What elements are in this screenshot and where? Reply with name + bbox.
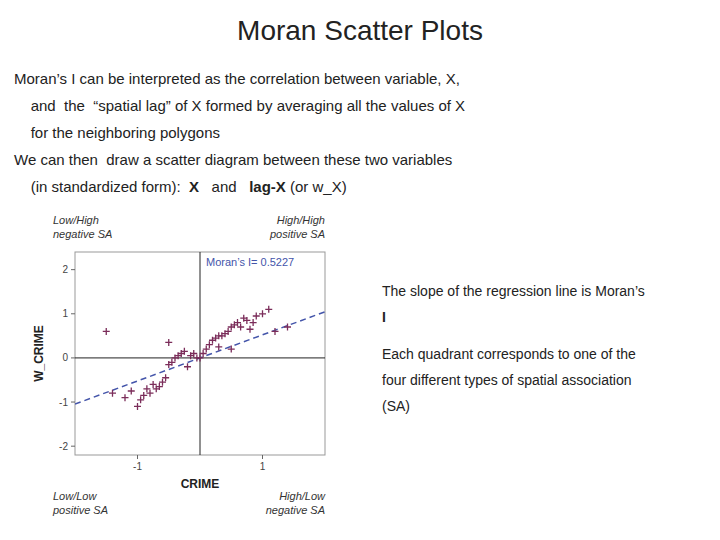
- point: [184, 363, 191, 370]
- body-line: and the “spatial lag” of X formed by ave…: [14, 97, 465, 114]
- quadrant-label: positive SA: [269, 228, 325, 240]
- quadrant-label: Low/Low: [53, 490, 97, 502]
- point: [109, 390, 116, 397]
- point: [165, 339, 172, 346]
- y-tick: [71, 402, 75, 403]
- point: [215, 343, 222, 350]
- point: [272, 328, 279, 335]
- y-tick-label: 1: [62, 308, 68, 319]
- point: [259, 310, 266, 317]
- point: [203, 346, 210, 353]
- point: [225, 328, 232, 335]
- annotation-line: The slope of the regression line is Mora…: [382, 283, 645, 299]
- plot-frame: [75, 252, 325, 455]
- point: [190, 350, 197, 357]
- body-line: (in standardized form): X and lag-X (or …: [14, 178, 347, 195]
- point: [234, 319, 241, 326]
- point: [168, 359, 175, 366]
- annotation-line: Each quadrant corresponds to one of the: [382, 346, 636, 362]
- point: [134, 403, 141, 410]
- point: [228, 346, 235, 353]
- x-tick: [262, 455, 263, 459]
- y-tick: [71, 357, 75, 358]
- point: [128, 388, 135, 395]
- quadrant-label: Low/High: [53, 214, 99, 226]
- body-line: We can then draw a scatter diagram betwe…: [14, 151, 452, 168]
- plot-data: [75, 252, 325, 455]
- point: [140, 392, 147, 399]
- body-line-part: and: [199, 178, 249, 195]
- point: [237, 324, 244, 331]
- point: [206, 341, 213, 348]
- body-line-part: X: [189, 178, 199, 195]
- point: [137, 396, 144, 403]
- point: [243, 317, 250, 324]
- annotation-line: four different types of spatial associat…: [382, 372, 632, 388]
- x-tick-label: -1: [133, 461, 142, 472]
- chart: Moran Scatter Plots Moran’s I can be inte…: [0, 0, 720, 540]
- y-tick-label: 2: [62, 264, 68, 275]
- x-tick-label: 1: [260, 461, 266, 472]
- y-tick-label: -1: [59, 397, 68, 408]
- body-line-part: (or w_X): [286, 178, 347, 195]
- annotation-line: (SA): [382, 398, 410, 414]
- point: [150, 381, 157, 388]
- point: [250, 319, 257, 326]
- body-line: Moran’s I can be interpreted as the corr…: [14, 70, 460, 87]
- quadrant-label: High/Low: [279, 490, 326, 502]
- quadrant-label: High/High: [277, 214, 325, 226]
- y-tick: [71, 446, 75, 447]
- title: Moran Scatter Plots: [237, 15, 483, 46]
- x-tick: [137, 455, 138, 459]
- y-tick: [71, 269, 75, 270]
- y-axis-label: W_CRIME: [32, 325, 46, 382]
- y-tick-label: 0: [62, 352, 68, 363]
- point: [200, 350, 207, 357]
- body-line-part: lag-X: [249, 178, 286, 195]
- quadrant-label: positive SA: [52, 504, 108, 516]
- point: [143, 385, 150, 392]
- point: [162, 374, 169, 381]
- quadrant-label: negative SA: [53, 228, 112, 240]
- annotation-line: I: [382, 309, 386, 325]
- point: [197, 354, 204, 361]
- x-axis-label: CRIME: [181, 477, 220, 491]
- point: [247, 326, 254, 333]
- point: [159, 379, 166, 386]
- quadrant-label: negative SA: [266, 504, 325, 516]
- point: [156, 383, 163, 390]
- point: [265, 306, 272, 313]
- y-tick: [71, 313, 75, 314]
- point: [181, 348, 188, 355]
- point: [103, 328, 110, 335]
- point: [147, 390, 154, 397]
- point: [253, 312, 260, 319]
- body-line: for the neighboring polygons: [14, 124, 220, 141]
- point: [284, 324, 291, 331]
- y-tick-label: -2: [59, 441, 68, 452]
- body-line-part: (in standardized form):: [14, 178, 189, 195]
- point: [122, 394, 129, 401]
- annotation: Moran’s I= 0.5227: [206, 256, 294, 268]
